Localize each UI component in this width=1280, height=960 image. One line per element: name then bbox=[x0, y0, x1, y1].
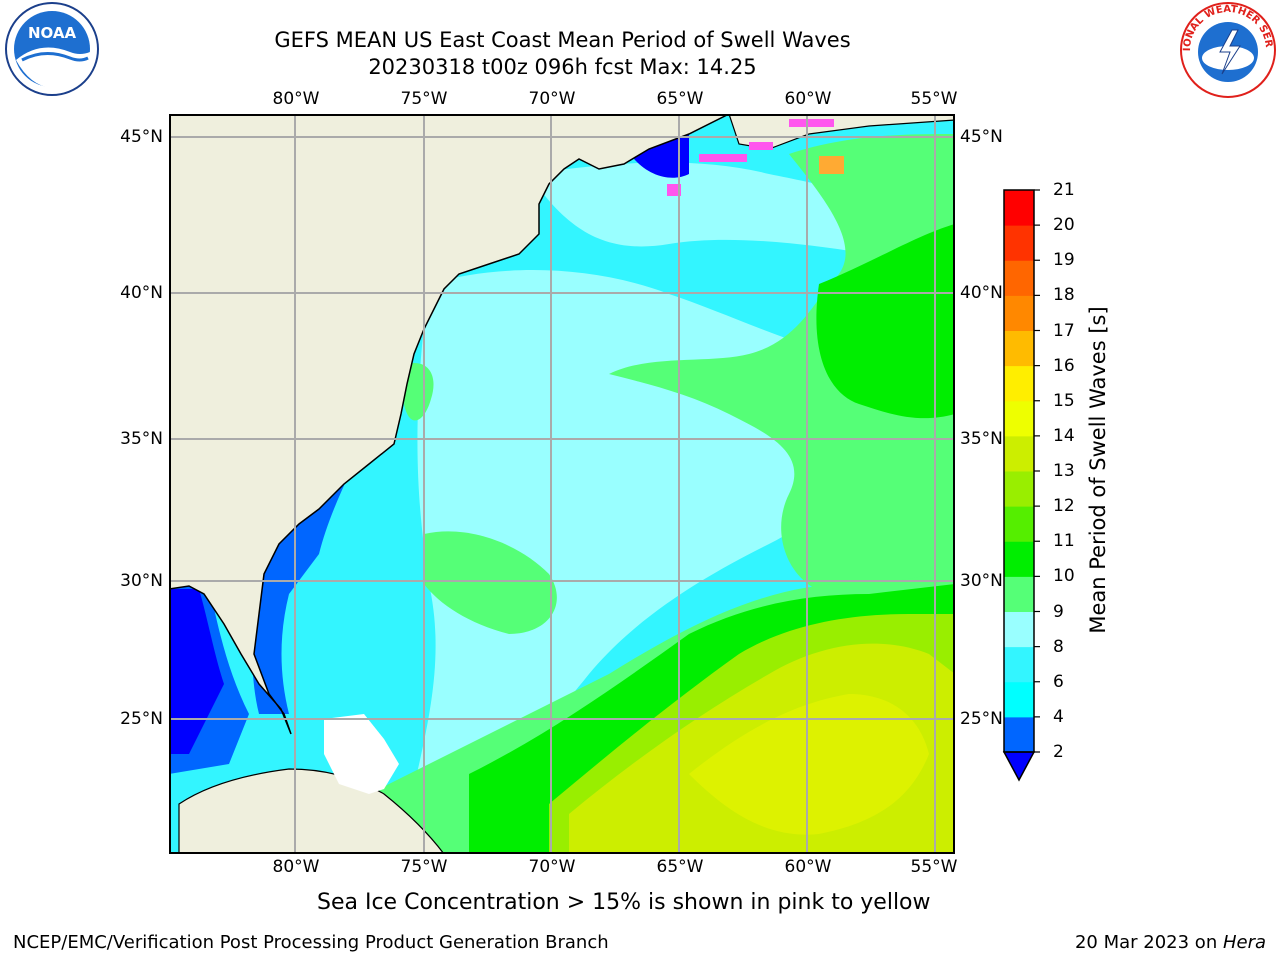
footer-left: NCEP/EMC/Verification Post Processing Pr… bbox=[13, 932, 609, 953]
lat-tick-right: 40°N bbox=[960, 283, 1003, 303]
colorbar-level-label: 15 bbox=[1053, 390, 1075, 411]
lat-tick-left: 35°N bbox=[120, 429, 163, 449]
noaa-logo-text: NOAA bbox=[28, 24, 77, 42]
colorbar-swatch bbox=[1004, 506, 1034, 542]
land-nova-scotia bbox=[728, 114, 955, 150]
lon-tick-bottom: 75°W bbox=[400, 857, 448, 877]
lat-tick-left: 40°N bbox=[120, 283, 163, 303]
contour-9-10-shelf bbox=[404, 363, 434, 421]
colorbar-swatch bbox=[1004, 295, 1034, 331]
lon-tick-top: 80°W bbox=[272, 89, 320, 109]
lat-tick-right: 35°N bbox=[960, 429, 1003, 449]
nws-logo: NATIONAL WEATHER SERVICE bbox=[1172, 0, 1280, 100]
colorbar-level-label: 20 bbox=[1053, 215, 1075, 236]
colorbar-swatch bbox=[1004, 576, 1034, 612]
lat-tick-right: 25°N bbox=[960, 709, 1003, 729]
lat-tick-right: 45°N bbox=[960, 127, 1003, 147]
lon-tick-top: 55°W bbox=[910, 89, 958, 109]
sea-ice-caption: Sea Ice Concentration > 15% is shown in … bbox=[317, 890, 931, 915]
colorbar-underflow-arrow bbox=[1002, 751, 1036, 782]
footer-right: 20 Mar 2023 on Hera bbox=[1075, 932, 1266, 953]
colorbar-swatch bbox=[1004, 541, 1034, 577]
colorbar-level-label: 13 bbox=[1053, 461, 1075, 481]
graticule bbox=[169, 114, 955, 854]
colorbar-swatch bbox=[1004, 681, 1034, 718]
sea-ice-pixel bbox=[819, 156, 844, 174]
colorbar-level-label: 17 bbox=[1053, 320, 1075, 341]
colorbar-level-label: 18 bbox=[1053, 285, 1075, 306]
lat-tick-left: 45°N bbox=[120, 127, 163, 147]
lon-tick-bottom: 65°W bbox=[656, 857, 704, 877]
contour-13-14 bbox=[689, 694, 929, 835]
colorbar-level-label: 21 bbox=[1053, 180, 1075, 200]
colorbar-level-label: 6 bbox=[1053, 671, 1064, 692]
colorbar-swatch bbox=[1004, 400, 1034, 437]
colorbar-swatch bbox=[1004, 225, 1034, 261]
sea-ice-pixel bbox=[789, 119, 834, 127]
lon-tick-bottom: 80°W bbox=[272, 857, 320, 877]
sea-ice-pixel bbox=[699, 154, 747, 162]
footer-date: 20 Mar 2023 on bbox=[1074, 932, 1223, 953]
lon-tick-bottom: 60°W bbox=[784, 857, 832, 877]
missing-data-bahamas bbox=[324, 714, 399, 794]
lon-tick-top: 65°W bbox=[656, 89, 704, 109]
colorbar-level-label: 9 bbox=[1053, 601, 1064, 622]
colorbar-level-label: 4 bbox=[1053, 706, 1064, 727]
contour-9-10-central bbox=[424, 531, 557, 634]
colorbar-level-label: 8 bbox=[1053, 636, 1064, 657]
contour-9-10-east bbox=[609, 134, 955, 594]
colorbar bbox=[1002, 189, 1040, 782]
colorbar-swatch bbox=[1004, 716, 1034, 753]
colorbar-level-label: 12 bbox=[1053, 496, 1075, 517]
contour-10-11-ne bbox=[816, 224, 955, 419]
colorbar-swatch bbox=[1004, 190, 1034, 226]
colorbar-swatch bbox=[1004, 330, 1034, 367]
lat-tick-left: 30°N bbox=[120, 571, 163, 591]
lat-tick-right: 30°N bbox=[960, 571, 1003, 591]
map-title: GEFS MEAN US East Coast Mean Period of S… bbox=[274, 28, 851, 52]
colorbar-level-label: 10 bbox=[1053, 566, 1075, 587]
colorbar-level-label: 11 bbox=[1053, 531, 1075, 552]
footer-host: Hera bbox=[1222, 932, 1266, 953]
colorbar-swatch bbox=[1004, 365, 1034, 402]
colorbar-swatch bbox=[1004, 435, 1034, 472]
contour-8-9-north bbox=[529, 162, 889, 254]
swell-period-map bbox=[169, 114, 955, 854]
colorbar-level-label: 16 bbox=[1053, 355, 1075, 376]
colorbar-title: Mean Period of Swell Waves [s] bbox=[1086, 306, 1110, 634]
lon-tick-top: 75°W bbox=[400, 89, 448, 109]
colorbar-level-label: 14 bbox=[1053, 425, 1075, 446]
colorbar-swatch bbox=[1004, 260, 1034, 296]
colorbar-level-label: 2 bbox=[1053, 742, 1064, 762]
lon-tick-bottom: 55°W bbox=[910, 857, 958, 877]
lon-tick-bottom: 70°W bbox=[528, 857, 576, 877]
lon-tick-top: 70°W bbox=[528, 89, 576, 109]
colorbar-swatch bbox=[1004, 471, 1034, 507]
noaa-logo: NOAA bbox=[0, 0, 105, 100]
sea-ice-pixel bbox=[667, 184, 681, 196]
colorbar-swatch bbox=[1004, 611, 1034, 648]
land-us-east-coast bbox=[169, 114, 730, 735]
lat-tick-left: 25°N bbox=[120, 709, 163, 729]
map-frame bbox=[169, 114, 955, 854]
colorbar-level-label: 19 bbox=[1053, 250, 1075, 271]
sea-ice-pixel bbox=[749, 142, 773, 150]
contour-below-2-gulf bbox=[169, 589, 224, 754]
map-subtitle: 20230318 t00z 096h fcst Max: 14.25 bbox=[368, 55, 757, 79]
lon-tick-top: 60°W bbox=[784, 89, 832, 109]
colorbar-swatch bbox=[1004, 646, 1034, 683]
